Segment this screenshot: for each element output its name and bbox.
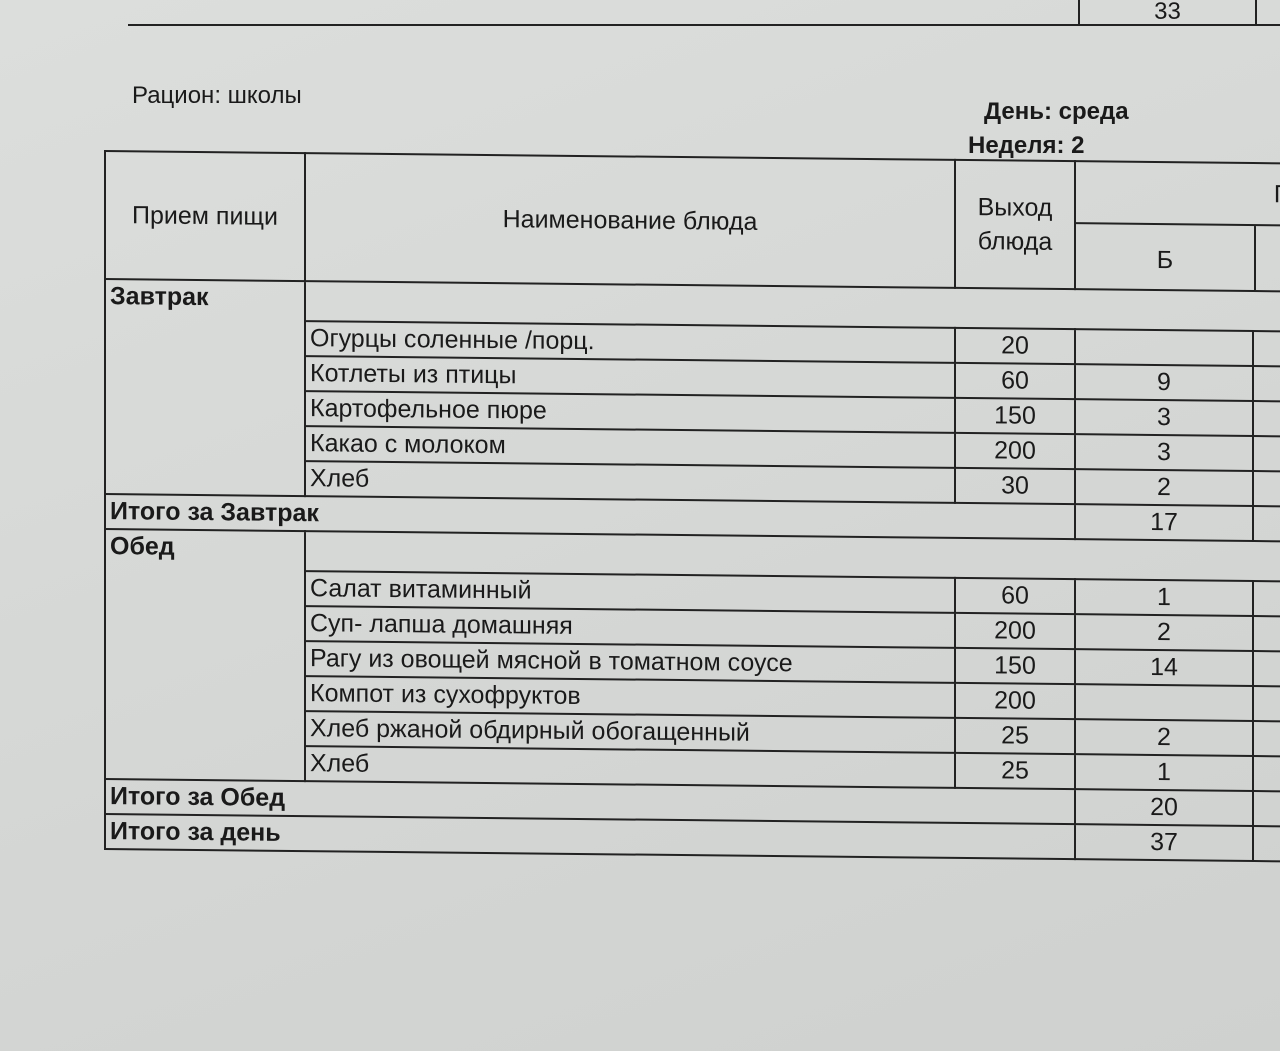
blank-cell [1253, 581, 1280, 617]
col-output: Выход блюда [955, 159, 1075, 290]
dish-protein [1075, 329, 1253, 367]
blank-cell [1253, 791, 1280, 827]
day-total-protein: 37 [1075, 824, 1253, 862]
header-row: Прием пищи Наименование блюда Выход блюда… [105, 151, 1280, 292]
dish-output: 150 [955, 397, 1075, 435]
dish-protein: 2 [1075, 469, 1253, 507]
dish-protein [1075, 684, 1253, 722]
blank-cell [1253, 401, 1280, 437]
dish-output: 60 [955, 362, 1075, 400]
breakfast-label: Завтрак [105, 279, 305, 497]
col-nutrients: Пище Б [1075, 161, 1280, 292]
dish-output: 200 [955, 682, 1075, 720]
blank-cell [1253, 686, 1280, 722]
blank-cell [1253, 756, 1280, 792]
col-dish: Наименование блюда [305, 153, 955, 288]
dish-protein: 14 [1075, 649, 1253, 687]
dish-output: 25 [955, 752, 1075, 790]
nutrients-header: Пище [1076, 162, 1280, 227]
col-meal: Прием пищи [105, 151, 305, 282]
dish-protein: 1 [1075, 579, 1253, 617]
dish-protein: 2 [1075, 614, 1253, 652]
output-l1: Выход [977, 193, 1053, 222]
dish-protein: 3 [1075, 434, 1253, 472]
protein-header: Б [1076, 224, 1256, 291]
dish-output: 60 [955, 577, 1075, 615]
blank-cell [1253, 721, 1280, 757]
dish-output: 30 [955, 467, 1075, 505]
menu-table: Прием пищи Наименование блюда Выход блюда… [104, 150, 1280, 863]
lunch-total-protein: 20 [1075, 789, 1253, 827]
dish-protein: 3 [1075, 399, 1253, 437]
blank-cell [1253, 436, 1280, 472]
previous-day-total: 33 [1078, 0, 1257, 25]
week-label: Неделя: 2 [968, 132, 1085, 159]
dish-output: 200 [955, 432, 1075, 470]
blank-cell [1253, 506, 1280, 542]
blank-cell [1253, 331, 1280, 367]
day-label: День: среда [984, 98, 1129, 125]
previous-table-fragment: 33 [128, 0, 1280, 26]
blank-cell [1253, 616, 1280, 652]
dish-protein: 2 [1075, 719, 1253, 757]
blank-cell [1253, 651, 1280, 687]
ration-label: Рацион: школы [132, 82, 302, 109]
dish-protein: 1 [1075, 754, 1253, 792]
breakfast-total-protein: 17 [1075, 504, 1253, 542]
lunch-label: Обед [105, 529, 305, 782]
blank-cell [1253, 826, 1280, 862]
blank-cell [1253, 366, 1280, 402]
dish-output: 20 [955, 327, 1075, 365]
blank-cell [1253, 471, 1280, 507]
dish-output: 150 [955, 647, 1075, 685]
dish-protein: 9 [1075, 364, 1253, 402]
dish-output: 25 [955, 717, 1075, 755]
output-l2: блюда [977, 227, 1053, 256]
dish-output: 200 [955, 612, 1075, 650]
